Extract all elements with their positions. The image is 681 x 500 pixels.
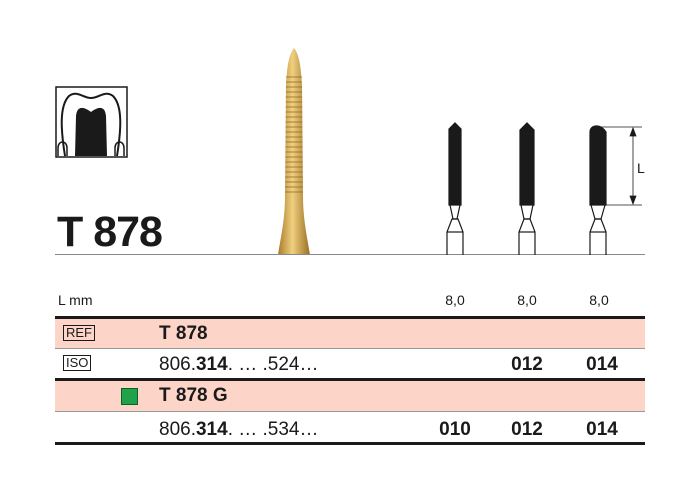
- length-label: L mm: [58, 292, 93, 308]
- table-row-ref-t878: REF T 878: [55, 319, 645, 348]
- table-row-ref-t878g: T 878 G: [55, 381, 645, 411]
- table-divider: [55, 378, 645, 381]
- bur-diagram-010: [446, 122, 464, 255]
- size-cell: 012: [511, 354, 543, 375]
- size-cell: 010: [439, 419, 471, 440]
- size-cell: 014: [586, 419, 618, 440]
- green-color-marker: [121, 388, 138, 405]
- table-row-iso-t878g: 806.314. … .534… 010 012 014: [55, 412, 645, 442]
- length-value: 8,0: [517, 292, 537, 308]
- iso-number: 806.314. … .534…: [159, 419, 319, 440]
- table-divider: [55, 442, 645, 445]
- length-dimension-line: [600, 126, 642, 206]
- product-name: T 878 G: [159, 385, 228, 406]
- bur-diagram-014: [589, 125, 607, 255]
- length-dimension-label: L: [637, 160, 645, 176]
- baseline-divider: [55, 254, 645, 255]
- table-row-iso-t878: ISO 806.314. … .524… 012 014: [55, 349, 645, 378]
- size-cell: 012: [511, 419, 543, 440]
- iso-number: 806.314. … .524…: [159, 354, 319, 375]
- product-title: T 878: [57, 208, 163, 256]
- tooth-crown-icon: [55, 86, 128, 158]
- size-cell: 014: [586, 354, 618, 375]
- iso-badge: ISO: [63, 355, 92, 371]
- table-divider: [55, 348, 645, 349]
- bur-size-diagrams: [446, 122, 642, 255]
- table-divider: [55, 411, 645, 412]
- length-value: 8,0: [445, 292, 465, 308]
- length-value: 8,0: [589, 292, 609, 308]
- product-name: T 878: [159, 323, 208, 344]
- ref-badge: REF: [63, 325, 95, 341]
- gold-bur-image: [278, 48, 310, 255]
- table-divider: [55, 316, 645, 319]
- bur-diagram-012: [518, 122, 536, 255]
